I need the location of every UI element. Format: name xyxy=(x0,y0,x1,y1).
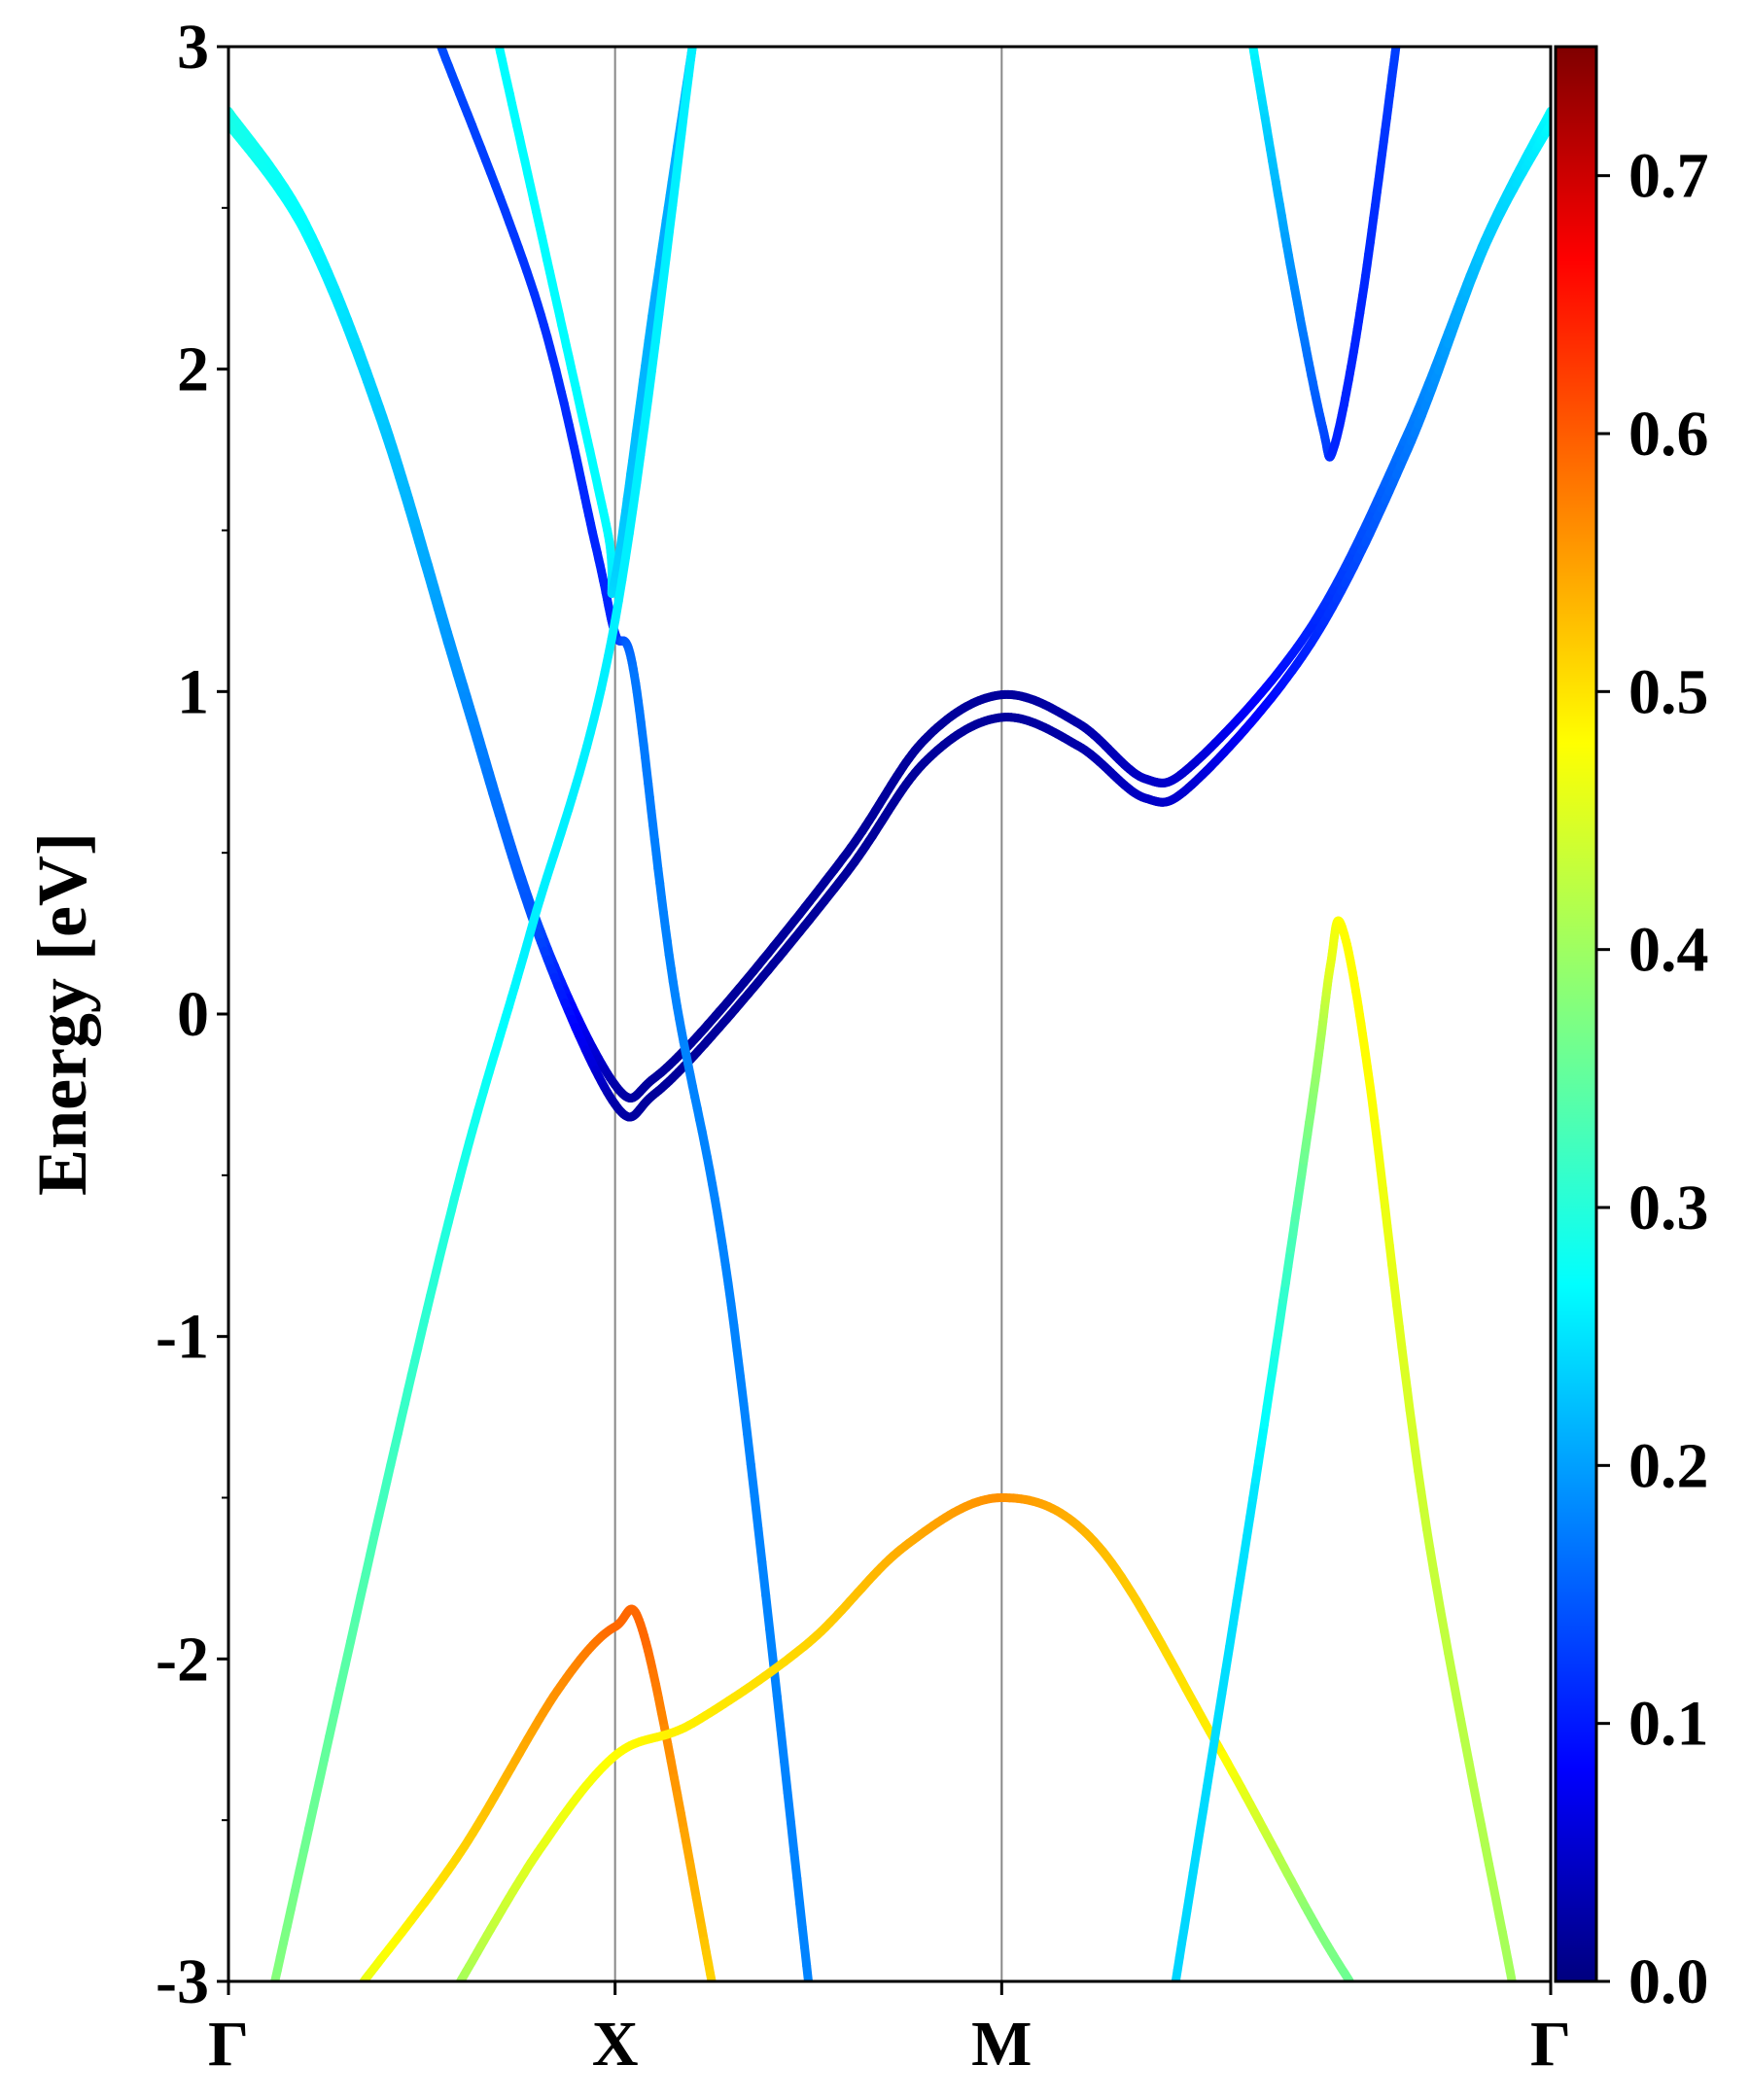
band-1 xyxy=(228,106,1551,1102)
band-segment xyxy=(1505,1967,1517,1981)
band-segment xyxy=(783,1788,795,1828)
band-segment xyxy=(632,450,646,487)
band-segment xyxy=(780,1757,792,1798)
y-axis-label: Energy [eV] xyxy=(23,832,101,1196)
band-segment xyxy=(787,1818,799,1856)
band-9 xyxy=(1248,47,1401,462)
bands-group xyxy=(228,47,1551,1981)
kpoint-dividers xyxy=(613,47,1003,1981)
band-segment xyxy=(654,281,667,319)
x-tick-label: Γ xyxy=(208,2009,249,2080)
band-segment xyxy=(772,1692,786,1734)
colorbar-tick-label: 0.2 xyxy=(1628,1430,1709,1501)
band-segment xyxy=(736,1372,749,1409)
colorbar-tick-label: 0.0 xyxy=(1628,1946,1709,2017)
band-segment xyxy=(757,1558,771,1600)
y-tick-label: 3 xyxy=(177,12,209,83)
colorbar-tick-label: 0.6 xyxy=(1628,399,1709,470)
colorbar-tick-label: 0.3 xyxy=(1628,1172,1709,1243)
band-segment xyxy=(661,227,674,263)
band-8 xyxy=(1171,916,1517,1981)
band-segment xyxy=(750,1491,763,1533)
y-tick-label: 1 xyxy=(177,656,209,727)
band-segment xyxy=(739,1400,752,1439)
band-segment xyxy=(685,47,697,64)
band-2 xyxy=(228,120,1551,1122)
y-axis: 3 2 1 0 -1 -2 -3 xyxy=(156,12,228,2017)
y-tick-label: 0 xyxy=(177,979,209,1050)
y-tick-label: -3 xyxy=(156,1946,209,2017)
x-tick-label: X xyxy=(592,2009,639,2080)
band-segment xyxy=(776,1725,789,1767)
band-segment xyxy=(650,309,664,347)
band-segment xyxy=(746,1459,759,1501)
band-6 xyxy=(359,1604,717,1981)
colorbar-tick-label: 0.4 xyxy=(1628,915,1709,986)
y-tick-label: 2 xyxy=(177,334,209,405)
band-segment xyxy=(636,423,649,460)
band-segment xyxy=(765,1625,778,1667)
colorbar-tick-label: 0.5 xyxy=(1628,656,1709,727)
band-segment xyxy=(761,1591,775,1634)
band-segment xyxy=(743,1429,755,1469)
y-tick-label: -1 xyxy=(156,1302,209,1373)
y-tick-label: -2 xyxy=(156,1624,209,1695)
band-4 xyxy=(494,47,697,598)
band-segment xyxy=(732,1346,745,1382)
band-segment xyxy=(628,477,642,513)
band-segment xyxy=(802,1961,813,1981)
band-segment xyxy=(789,1846,802,1883)
x-tick-label: M xyxy=(971,2009,1032,2080)
colorbar-axis: 0.0 0.1 0.2 0.3 0.4 0.5 0.6 0.7 xyxy=(1596,141,1709,2017)
band-segment xyxy=(640,395,653,433)
band-7 xyxy=(456,1493,1354,1981)
band-segment xyxy=(647,337,660,375)
colorbar xyxy=(1554,45,1598,1983)
colorbar-tick-label: 0.7 xyxy=(1628,141,1709,212)
colorbar-tick-label: 0.1 xyxy=(1628,1689,1709,1760)
band-segment xyxy=(753,1523,767,1567)
band-segment xyxy=(665,200,678,236)
band-5 xyxy=(270,47,697,1981)
x-tick-label: Γ xyxy=(1530,2009,1571,2080)
band-segment xyxy=(644,367,656,404)
band-3 xyxy=(437,47,813,1981)
band-segment xyxy=(658,254,671,291)
